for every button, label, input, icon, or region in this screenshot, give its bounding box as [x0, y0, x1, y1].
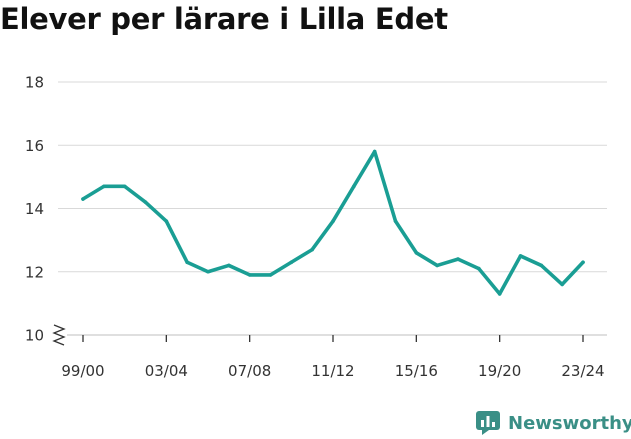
y-tick-label-12: 12 — [25, 263, 44, 281]
data-point-06-07 — [227, 263, 231, 268]
data-point-20-21 — [518, 254, 523, 258]
data-point-14-15 — [393, 219, 398, 223]
data-point-11-12 — [331, 219, 335, 223]
data-point-15-16 — [414, 250, 419, 255]
data-point-00-01 — [102, 184, 106, 189]
data-point-09-10 — [289, 260, 294, 265]
newsworthy-logo[interactable]: Newsworthy — [476, 408, 631, 438]
x-tick-label-23/24: 23/24 — [561, 362, 604, 380]
data-point-02-03 — [143, 200, 148, 204]
data-point-04-05 — [185, 260, 189, 265]
y-tick-label-14: 14 — [25, 200, 44, 218]
data-point-16-17 — [435, 263, 439, 268]
y-tick-label-16: 16 — [25, 137, 44, 155]
data-point-13-14 — [372, 149, 377, 154]
x-tick-label-11/12: 11/12 — [311, 362, 354, 380]
series-layer — [81, 149, 585, 296]
data-point-03-04 — [164, 219, 169, 223]
data-point-22-23 — [560, 282, 564, 287]
y-tick-label-18: 18 — [25, 74, 44, 92]
newsworthy-brand-name: Newsworthy — [508, 412, 631, 434]
data-point-01-02 — [122, 184, 127, 189]
data-point-10-11 — [310, 247, 314, 252]
x-axis: 99/00 03/04 07/08 11/12 15/16 19/20 23/24 — [61, 335, 605, 380]
axis-break-icon — [52, 324, 66, 346]
y-tick-label-10: 10 — [25, 327, 44, 345]
x-tick-label-03/04: 03/04 — [145, 362, 188, 380]
data-point-23-24 — [581, 260, 585, 265]
x-tick-label-07/08: 07/08 — [228, 362, 271, 380]
gridlines — [51, 81, 607, 347]
data-point-12-13 — [352, 184, 356, 189]
x-tick-label-19/20: 19/20 — [478, 362, 521, 380]
data-point-08-09 — [268, 273, 273, 277]
newsworthy-logo-icon — [476, 411, 500, 435]
data-point-07-08 — [247, 273, 252, 277]
data-point-05-06 — [206, 269, 210, 274]
data-point-18-19 — [477, 266, 481, 271]
y-axis-ticks: 10 12 14 16 18 — [25, 74, 44, 345]
data-point-99-00 — [81, 197, 85, 201]
x-tick-label-15/16: 15/16 — [395, 362, 438, 380]
chart-title: Elever per lärare i Lilla Edet — [0, 2, 448, 36]
data-point-17-18 — [456, 257, 460, 261]
data-point-21-22 — [539, 263, 544, 268]
x-tick-label-99/00: 99/00 — [61, 362, 104, 380]
data-point-19-20 — [497, 292, 502, 296]
